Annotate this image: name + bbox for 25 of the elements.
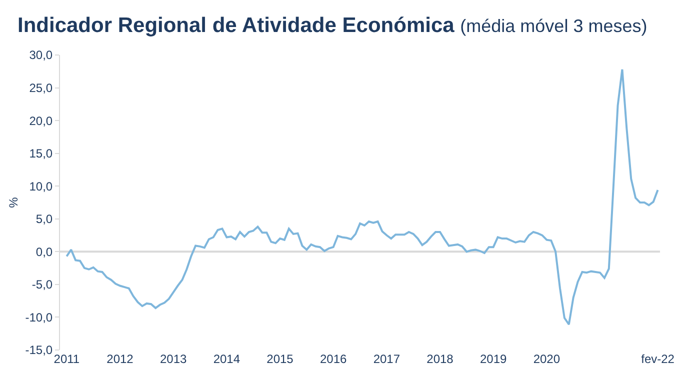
y-tick-label: 20,0 — [29, 114, 53, 128]
line-series — [66, 68, 659, 326]
chart-title: Indicador Regional de Atividade Económica — [18, 14, 455, 37]
y-tick-label: -5,0 — [32, 278, 53, 292]
x-tick-label: 2013 — [160, 352, 187, 366]
y-tick-label: 15,0 — [29, 146, 53, 161]
x-tick-label: 2018 — [426, 352, 454, 366]
x-tick-label: 2015 — [266, 352, 294, 366]
y-tick-label: -15,0 — [25, 343, 53, 358]
x-tick-label: 2019 — [480, 352, 507, 366]
y-tick-label: 10,0 — [29, 179, 53, 194]
x-tick-label: 2014 — [213, 352, 240, 366]
chart-subtitle: (média móvel 3 meses) — [460, 16, 648, 36]
y-tick-label: 30,0 — [29, 48, 53, 62]
x-tick-label: 2016 — [320, 352, 347, 366]
x-tick-label: fev-22 — [641, 352, 675, 366]
x-tick-label: 2011 — [54, 352, 80, 366]
x-tick-label: 2017 — [373, 352, 400, 366]
y-tick-label: -10,0 — [25, 310, 53, 324]
y-tick-label: 0,0 — [36, 244, 53, 259]
x-tick-label: 2020 — [533, 352, 560, 366]
y-axis-title: % — [6, 196, 21, 208]
y-tick-label: 5,0 — [36, 212, 53, 226]
x-tick-label: 2012 — [106, 352, 134, 366]
y-tick-label: 25,0 — [29, 80, 53, 95]
